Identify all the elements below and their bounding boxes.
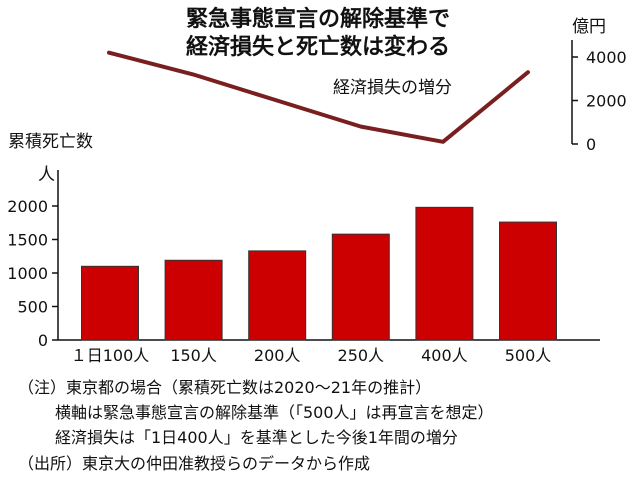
chart-title-line-2: 経済損失と死亡数は変わる — [186, 34, 450, 60]
line-y-axis: 0 2000 4000 — [571, 40, 627, 154]
bars — [81, 206, 557, 341]
bar — [499, 221, 557, 341]
x-tick-label: 200人 — [254, 346, 301, 365]
note-line-3: 経済損失は「1日400人」を基準とした今後1年間の増分 — [55, 428, 458, 447]
note-line-2: 横軸は緊急事態宣言の解除基準（「500人」は再宣言を想定） — [55, 403, 494, 422]
chart-title-line-1: 緊急事態宣言の解除基準で — [186, 6, 450, 32]
bar — [415, 206, 474, 341]
bar — [248, 250, 307, 341]
bar-axis-label: 累積死亡数 — [8, 132, 93, 152]
bar-y-tick-label: 1500 — [7, 231, 48, 250]
bar-y-tick-label: 0 — [38, 331, 48, 350]
x-tick-label: １日100人 — [71, 346, 150, 365]
bar-axis-unit: 人 — [38, 165, 55, 185]
x-tick-label: 150人 — [170, 346, 217, 365]
bar-y-axis: 0 500 1000 1500 2000 — [7, 170, 600, 350]
line-y-tick-label: 0 — [586, 135, 596, 154]
line-series — [107, 50, 530, 144]
line-series-label: 経済損失の増分 — [333, 78, 452, 98]
bar-y-tick-label: 2000 — [7, 197, 48, 216]
x-axis-labels: １日100人 150人 200人 250人 400人 500人 — [71, 346, 552, 365]
x-tick-label: 250人 — [338, 346, 385, 365]
source-note: （出所）東京大の仲田准教授らのデータから作成 — [18, 454, 370, 473]
bar — [164, 259, 223, 341]
economic-loss-line — [107, 50, 530, 144]
note-line-1: （注）東京都の場合（累積死亡数は2020～21年の推計） — [18, 378, 431, 397]
x-tick-label: 500人 — [505, 346, 552, 365]
x-tick-label: 400人 — [421, 346, 468, 365]
bar — [81, 265, 139, 341]
bar — [331, 233, 390, 341]
line-y-tick-label: 4000 — [586, 48, 627, 67]
line-y-tick-label: 2000 — [586, 92, 627, 111]
bar-y-tick-label: 500 — [17, 298, 48, 317]
line-axis-unit: 億円 — [572, 17, 606, 37]
bar-y-tick-label: 1000 — [7, 264, 48, 283]
